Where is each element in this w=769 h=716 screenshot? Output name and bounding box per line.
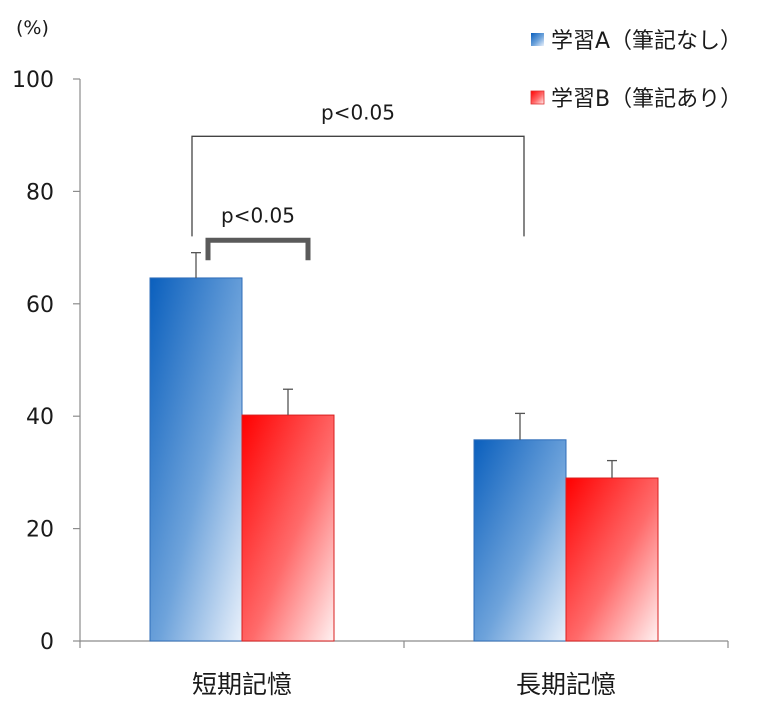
legend-swatch-series-a — [531, 33, 544, 46]
legend: 学習A（筆記なし） 学習B（筆記あり） — [530, 29, 742, 112]
y-tick-label: 100 — [12, 68, 54, 93]
bars — [149, 277, 659, 642]
error-bars — [191, 252, 617, 479]
legend-label-series-b: 学習B（筆記あり） — [551, 87, 742, 112]
bar-series-a-1 — [473, 439, 567, 642]
y-tick-label: 0 — [40, 630, 54, 655]
significance-bracket-outer — [191, 135, 525, 237]
y-axis-ticks: 0 20 40 60 80 100 — [12, 68, 80, 655]
bar-series-b-1 — [565, 477, 659, 642]
x-axis-ticks — [79, 641, 729, 648]
y-tick-label: 20 — [26, 518, 54, 543]
bar-series-b-0 — [241, 414, 335, 642]
significance-label-inner: p<0.05 — [221, 203, 295, 227]
y-tick-label: 80 — [26, 180, 54, 205]
legend-label-series-a: 学習A（筆記なし） — [551, 29, 742, 54]
significance-bracket-inner — [205, 237, 311, 261]
x-category-label: 短期記憶 — [192, 670, 292, 699]
significance-label-outer: p<0.05 — [321, 100, 395, 124]
y-tick-label: 40 — [26, 405, 54, 430]
category-labels: 短期記憶 長期記憶 — [192, 670, 616, 699]
significance-annotations: p<0.05 p<0.05 — [191, 100, 525, 261]
legend-swatch-series-b — [530, 90, 545, 105]
y-tick-label: 60 — [26, 293, 54, 318]
bar-series-a-0 — [149, 277, 243, 642]
x-category-label: 長期記憶 — [516, 670, 616, 699]
y-axis-unit-label: (%) — [16, 17, 49, 39]
